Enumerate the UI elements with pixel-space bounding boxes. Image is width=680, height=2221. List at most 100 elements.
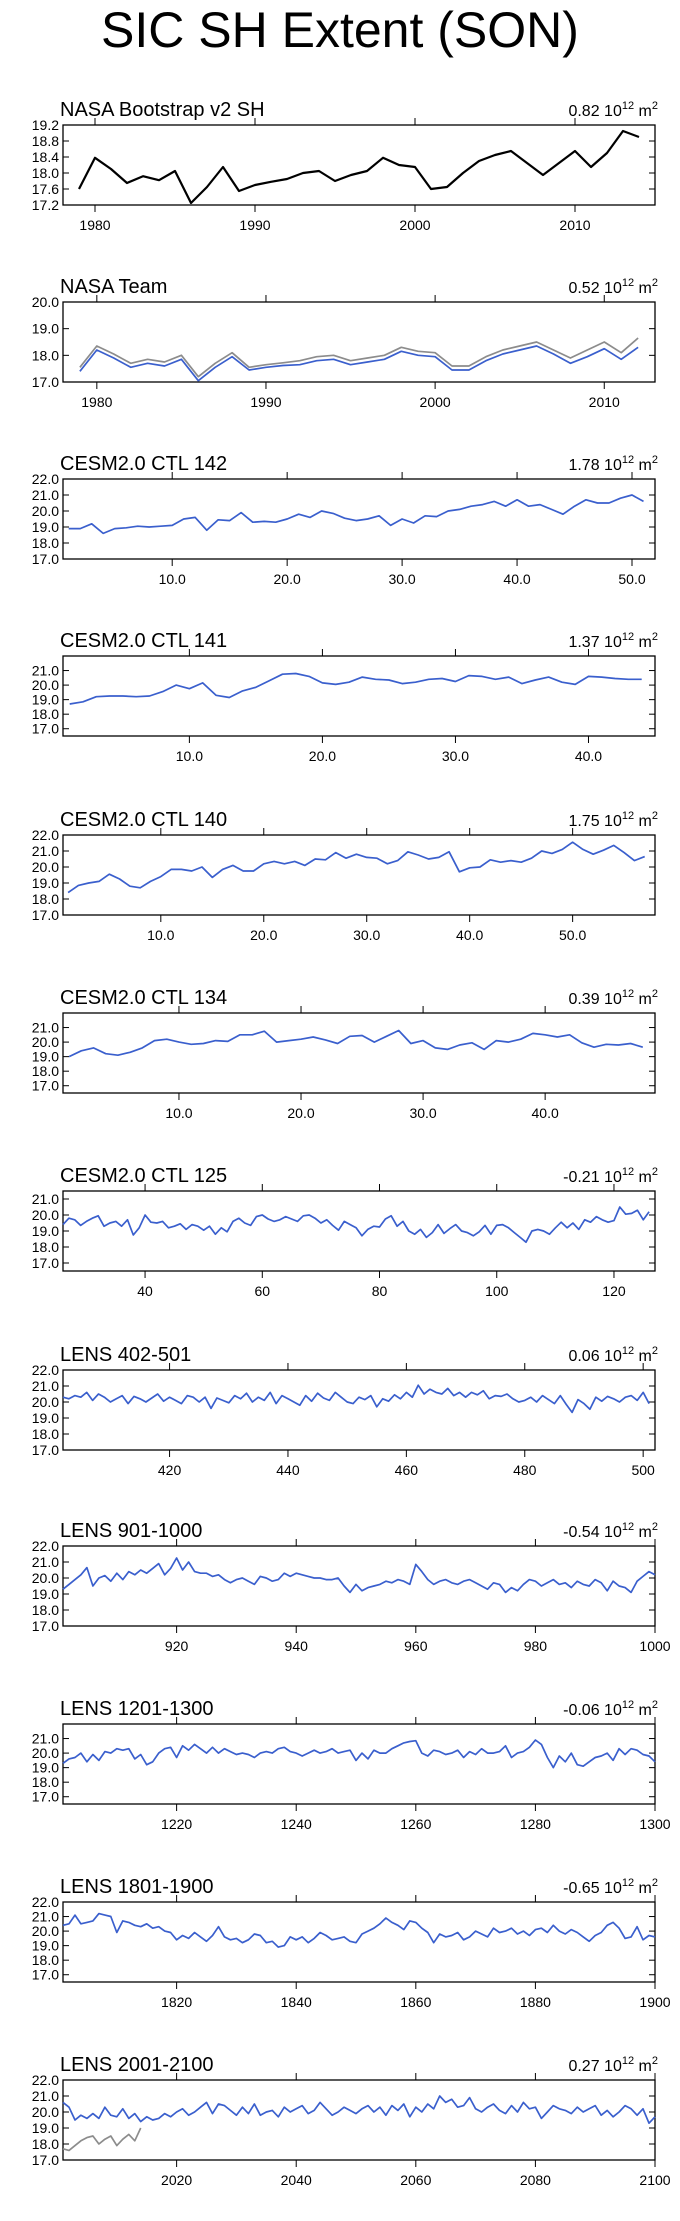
y-tick-label: 19.0 <box>32 519 59 535</box>
y-tick-label: 20.0 <box>32 677 59 693</box>
x-tick-label: 40.0 <box>503 571 530 587</box>
chart-title: NASA Team <box>60 276 167 298</box>
trend-label: 0.27 1012 m2 <box>568 2055 658 2075</box>
series-line <box>62 1912 656 1948</box>
chart-title: CESM2.0 CTL 125 <box>60 1165 227 1187</box>
x-tick-label: 2020 <box>161 2172 192 2188</box>
y-tick-label: 17.0 <box>32 551 59 567</box>
y-tick-label: 21.0 <box>32 1731 59 1747</box>
series-line <box>62 1557 656 1594</box>
y-tick-label: 21.0 <box>32 1554 59 1570</box>
chart-title: CESM2.0 CTL 142 <box>60 453 227 475</box>
chart-panel: LENS 901-1000 -0.54 1012 m2 17.018.019.020… <box>32 1520 671 1654</box>
series-line <box>78 129 640 205</box>
chart-panel: CESM2.0 CTL 125 -0.21 1012 m2 17.018.019.0… <box>32 1165 658 1299</box>
y-tick-label: 21.0 <box>32 2088 59 2104</box>
y-tick-label: 18.0 <box>32 2136 59 2152</box>
x-tick-label: 1980 <box>79 217 110 233</box>
y-tick-label: 17.6 <box>32 181 59 197</box>
x-tick-label: 1990 <box>250 394 281 410</box>
plot-frame <box>62 834 656 916</box>
x-tick-label: 80 <box>372 1283 388 1299</box>
chart-title: LENS 1801-1900 <box>60 1876 213 1898</box>
series-line <box>62 2095 656 2125</box>
chart-title: LENS 2001-2100 <box>60 2054 213 2076</box>
y-tick-label: 18.0 <box>32 1239 59 1255</box>
y-tick-label: 22.0 <box>32 827 59 843</box>
x-tick-label: 420 <box>158 1462 182 1478</box>
trend-label: 0.06 1012 m2 <box>568 1345 658 1365</box>
trend-label: 1.75 1012 m2 <box>568 810 658 830</box>
page-title: SIC SH Extent (SON) <box>101 2 579 58</box>
trend-label: 0.52 1012 m2 <box>568 277 658 297</box>
y-tick-label: 19.2 <box>32 117 59 133</box>
series-line <box>79 337 639 378</box>
y-tick-label: 17.2 <box>32 197 59 213</box>
y-tick-label: 17.0 <box>32 374 59 390</box>
x-tick-label: 960 <box>404 1638 428 1654</box>
y-tick-label: 18.0 <box>32 1602 59 1618</box>
x-tick-label: 40.0 <box>575 748 602 764</box>
plot-frame <box>62 1012 656 1094</box>
x-tick-label: 120 <box>602 1283 626 1299</box>
x-tick-label: 1240 <box>281 1816 312 1832</box>
series-line <box>67 841 646 894</box>
x-tick-label: 920 <box>165 1638 189 1654</box>
x-tick-label: 2000 <box>420 394 451 410</box>
x-tick-label: 480 <box>513 1462 537 1478</box>
y-tick-label: 20.0 <box>32 1207 59 1223</box>
chart-title: NASA Bootstrap v2 SH <box>60 99 265 121</box>
trend-label: 0.82 1012 m2 <box>568 100 658 120</box>
x-tick-label: 2010 <box>559 217 590 233</box>
y-tick-label: 18.4 <box>32 149 59 165</box>
series-line <box>68 1029 644 1058</box>
y-tick-label: 18.0 <box>32 1952 59 1968</box>
x-tick-label: 1900 <box>639 1994 670 2010</box>
series-line <box>79 345 639 382</box>
x-tick-label: 1990 <box>239 217 270 233</box>
y-tick-label: 19.0 <box>32 1223 59 1239</box>
y-tick-label: 17.0 <box>32 1078 59 1094</box>
x-tick-label: 30.0 <box>442 748 469 764</box>
y-tick-label: 22.0 <box>32 1894 59 1910</box>
x-tick-label: 1220 <box>161 1816 192 1832</box>
y-tick-label: 21.0 <box>32 1191 59 1207</box>
series-line <box>62 2127 142 2152</box>
chart-title: LENS 901-1000 <box>60 1520 202 1542</box>
x-tick-label: 440 <box>276 1462 300 1478</box>
x-tick-label: 20.0 <box>287 1105 314 1121</box>
y-tick-label: 17.0 <box>32 907 59 923</box>
y-tick-label: 18.0 <box>32 706 59 722</box>
x-tick-label: 30.0 <box>388 571 415 587</box>
x-tick-label: 50.0 <box>559 927 586 943</box>
y-tick-label: 21.0 <box>32 663 59 679</box>
y-tick-label: 17.0 <box>32 1442 59 1458</box>
y-tick-label: 18.0 <box>32 891 59 907</box>
y-tick-label: 18.0 <box>32 1063 59 1079</box>
x-tick-label: 20.0 <box>250 927 277 943</box>
y-tick-label: 19.0 <box>32 875 59 891</box>
x-tick-label: 10.0 <box>165 1105 192 1121</box>
y-tick-label: 20.0 <box>32 1394 59 1410</box>
chart-panel: CESM2.0 CTL 140 1.75 1012 m217.018.019.02… <box>32 809 658 943</box>
x-tick-label: 2040 <box>281 2172 312 2188</box>
x-tick-label: 60 <box>254 1283 270 1299</box>
chart-panel: CESM2.0 CTL 142 1.78 1012 m217.018.019.02… <box>32 453 658 587</box>
x-tick-label: 500 <box>631 1462 655 1478</box>
trend-label: -0.54 1012 m2 <box>563 1521 658 1541</box>
plot-frame <box>62 1545 656 1627</box>
series-line <box>62 1384 650 1414</box>
y-tick-label: 21.0 <box>32 487 59 503</box>
y-tick-label: 21.0 <box>32 1378 59 1394</box>
trend-label: 0.39 1012 m2 <box>568 988 658 1008</box>
y-tick-label: 19.0 <box>32 2120 59 2136</box>
chart-title: CESM2.0 CTL 141 <box>60 630 227 652</box>
y-tick-label: 21.0 <box>32 1909 59 1925</box>
chart-panel: LENS 1201-1300 -0.06 1012 m217.018.019.02… <box>32 1698 671 1832</box>
x-tick-label: 40.0 <box>456 927 483 943</box>
x-tick-label: 10.0 <box>147 927 174 943</box>
y-tick-label: 20.0 <box>32 1570 59 1586</box>
y-tick-label: 18.0 <box>32 535 59 551</box>
plot-frame <box>62 2079 656 2161</box>
